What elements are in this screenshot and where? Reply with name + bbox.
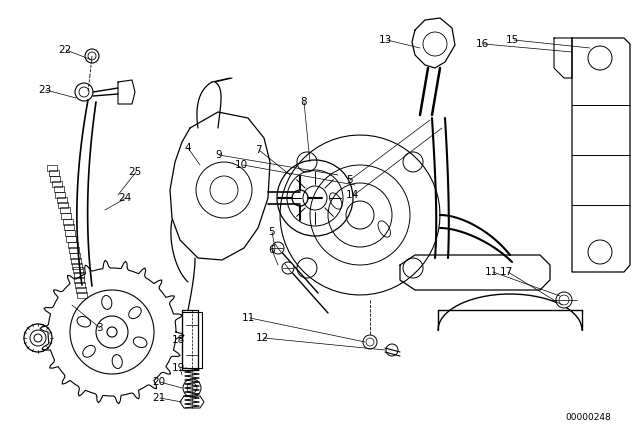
Text: 22: 22 xyxy=(58,45,71,55)
Circle shape xyxy=(556,292,572,308)
Text: 4: 4 xyxy=(184,143,191,153)
Text: 11: 11 xyxy=(242,313,255,323)
Text: 16: 16 xyxy=(476,39,489,49)
Bar xyxy=(57,197,67,203)
Text: 24: 24 xyxy=(118,193,131,203)
Text: 18: 18 xyxy=(172,335,185,345)
Text: 9: 9 xyxy=(215,150,221,160)
Text: 5: 5 xyxy=(346,175,353,185)
Text: 17: 17 xyxy=(500,267,513,277)
Bar xyxy=(63,219,72,225)
Text: 15: 15 xyxy=(506,35,519,45)
Text: 11: 11 xyxy=(485,267,499,277)
Bar xyxy=(47,165,57,171)
Text: 6: 6 xyxy=(268,245,275,255)
Bar xyxy=(70,253,80,259)
Text: 20: 20 xyxy=(152,377,165,387)
Text: 14: 14 xyxy=(346,190,359,200)
Bar xyxy=(74,277,84,283)
Text: 5: 5 xyxy=(268,227,275,237)
Text: 19: 19 xyxy=(172,363,185,373)
Bar xyxy=(49,170,59,177)
Bar xyxy=(68,241,77,248)
Text: 00000248: 00000248 xyxy=(565,414,611,422)
Bar xyxy=(52,181,62,187)
Circle shape xyxy=(34,334,42,342)
Text: 8: 8 xyxy=(300,97,307,107)
Text: 25: 25 xyxy=(128,167,141,177)
Bar xyxy=(51,176,60,181)
Circle shape xyxy=(363,335,377,349)
Text: 21: 21 xyxy=(152,393,165,403)
Text: 3: 3 xyxy=(96,323,102,333)
Text: 7: 7 xyxy=(255,145,262,155)
Bar xyxy=(76,282,85,288)
Bar xyxy=(77,292,87,298)
Bar xyxy=(61,213,72,219)
Bar xyxy=(67,236,76,242)
Text: 12: 12 xyxy=(256,333,269,343)
Bar xyxy=(69,247,79,253)
Bar xyxy=(74,272,84,278)
Text: 10: 10 xyxy=(235,160,248,170)
Bar xyxy=(54,186,63,192)
Text: 13: 13 xyxy=(379,35,392,45)
Bar xyxy=(58,202,68,208)
Bar xyxy=(76,287,86,293)
Circle shape xyxy=(282,262,294,274)
Bar xyxy=(71,258,81,264)
Circle shape xyxy=(107,327,117,337)
Bar xyxy=(55,191,65,198)
Bar xyxy=(65,230,75,236)
Bar xyxy=(64,224,74,231)
Text: 23: 23 xyxy=(38,85,51,95)
Bar xyxy=(73,267,83,273)
Bar xyxy=(60,207,70,213)
Bar xyxy=(72,263,82,269)
Circle shape xyxy=(272,242,284,254)
